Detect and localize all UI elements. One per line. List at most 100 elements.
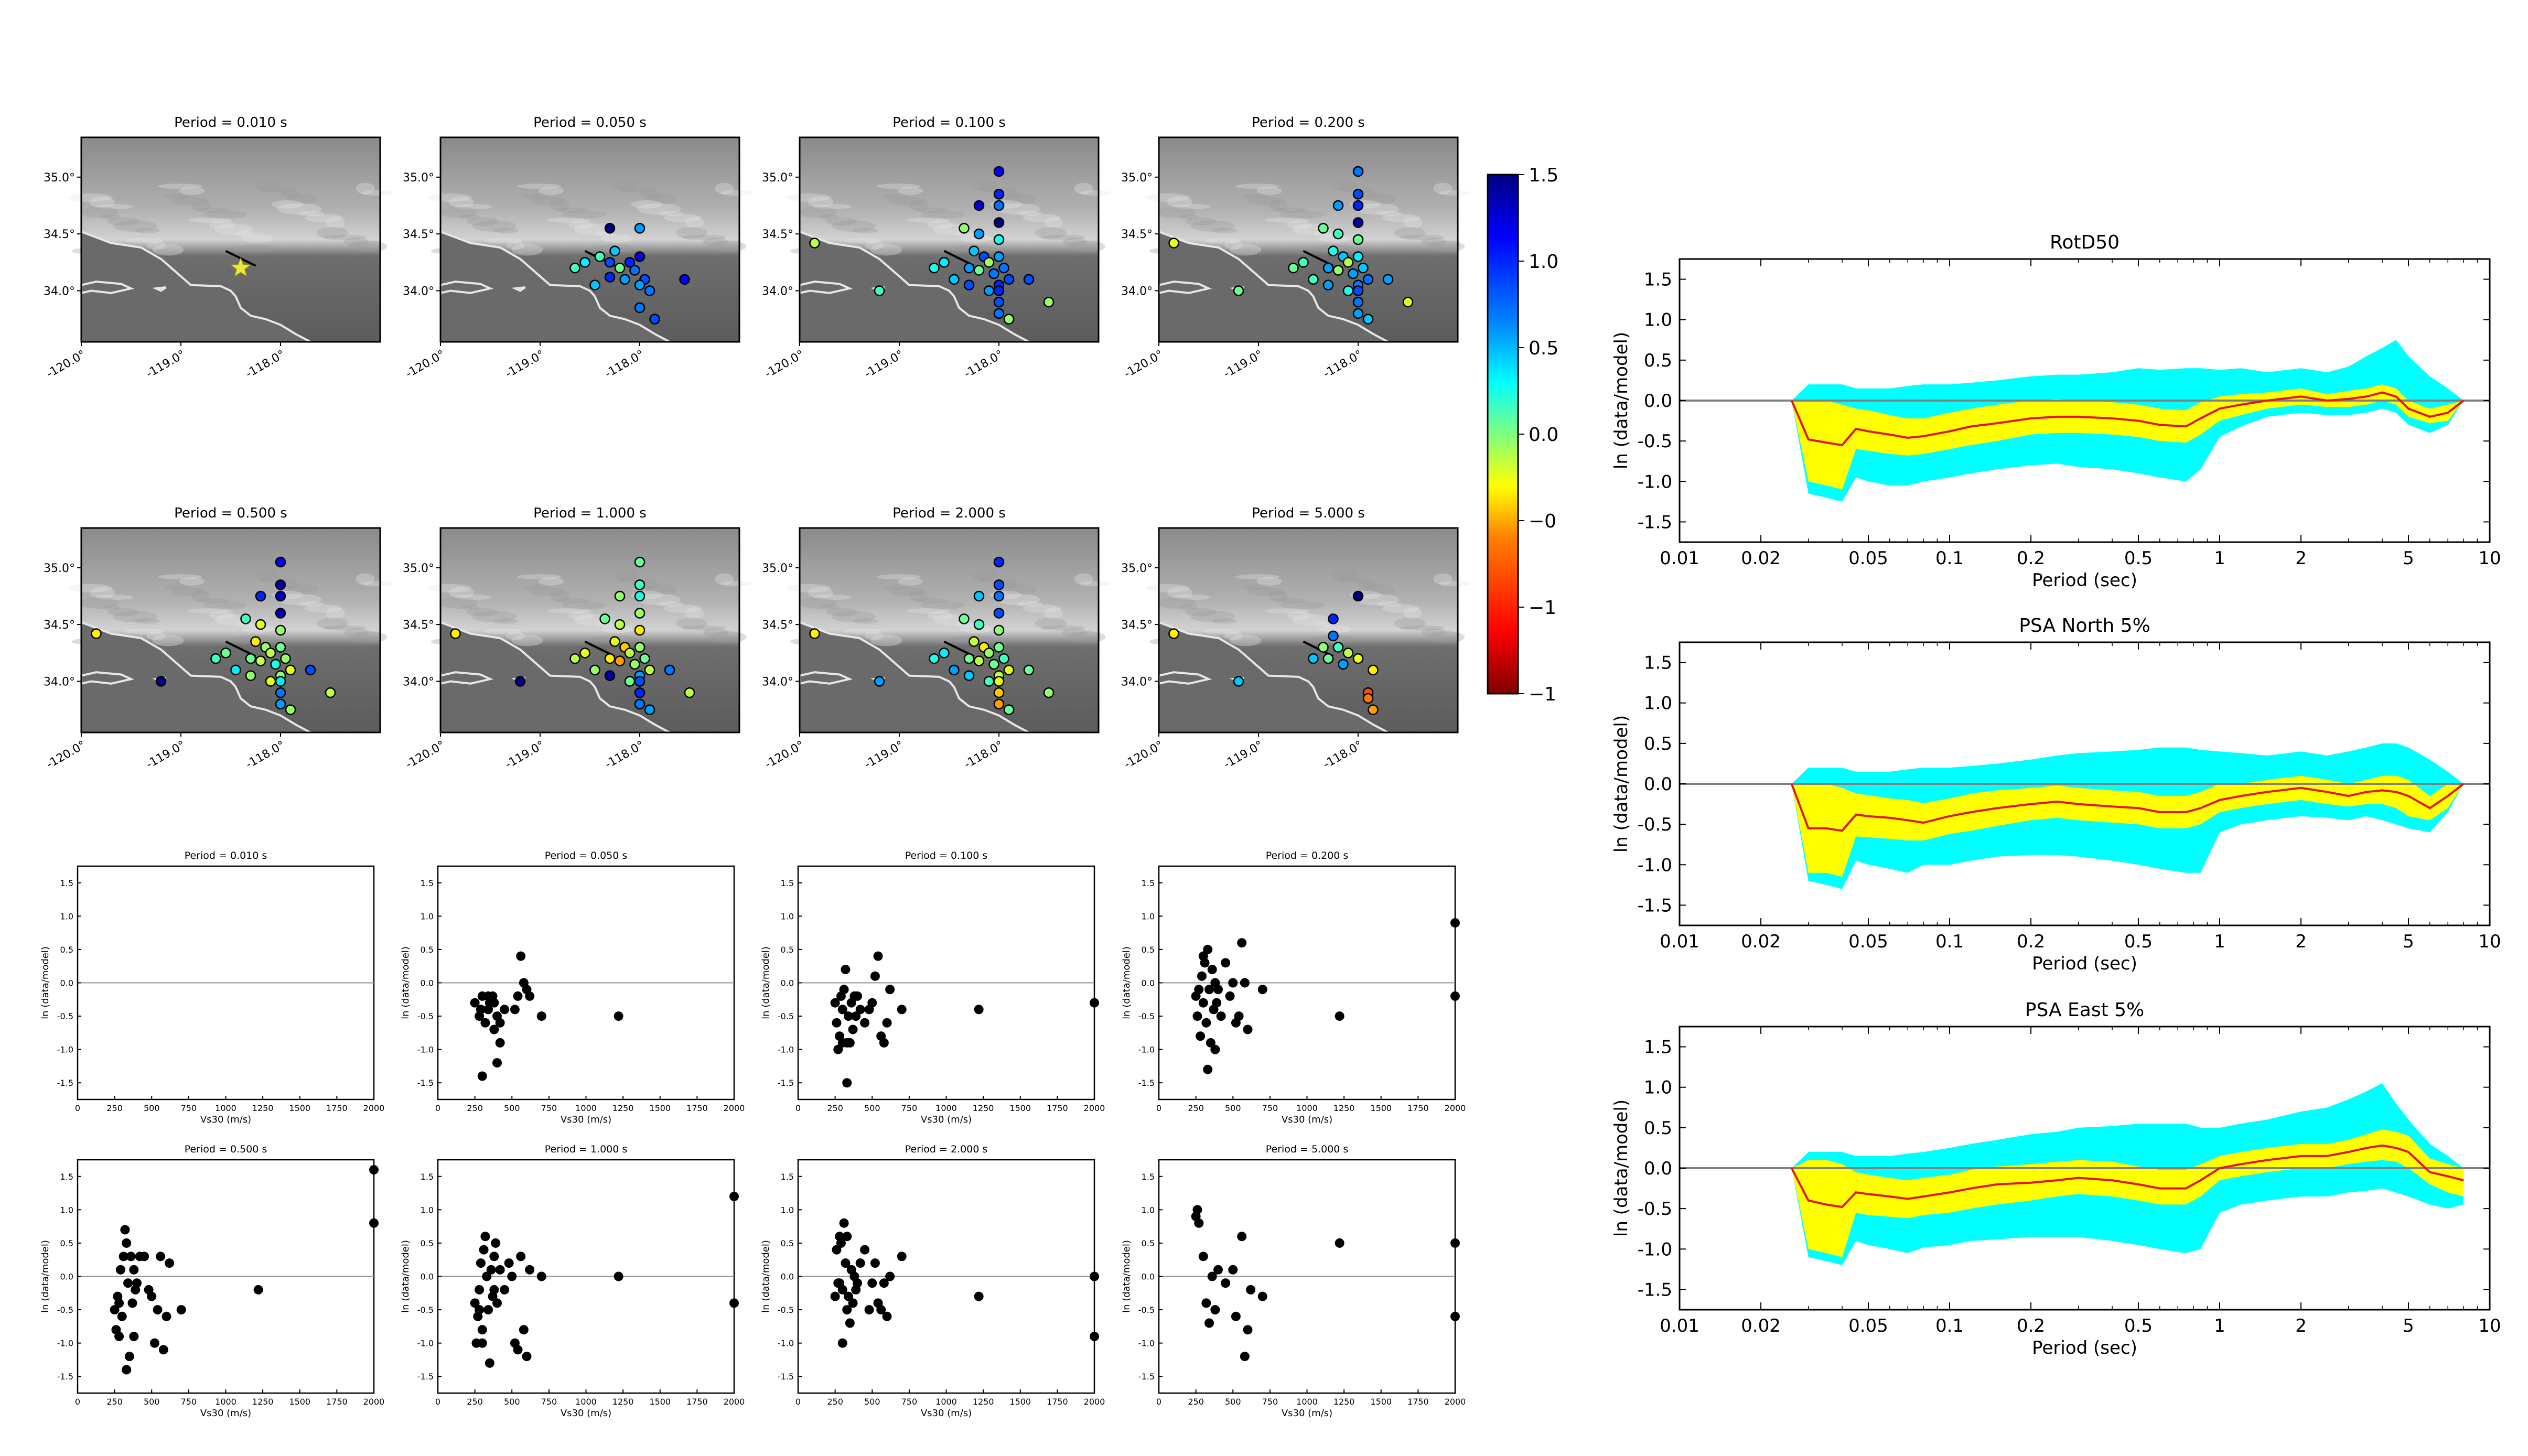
vs30-xtick-label: 500 — [1225, 1397, 1241, 1407]
map-ytick-label: 34.0° — [403, 676, 434, 689]
station-marker — [220, 648, 231, 659]
station-marker — [1352, 590, 1364, 602]
vs30-point — [123, 1278, 133, 1288]
vs30-point — [844, 1291, 854, 1301]
map-ytick-label: 34.0° — [44, 285, 75, 298]
vs30-point — [837, 1005, 847, 1015]
map-ridge — [547, 608, 591, 614]
vs30-point — [870, 971, 880, 981]
station-marker — [280, 653, 291, 664]
map-ridge — [843, 238, 881, 244]
map-ridge — [1265, 218, 1310, 223]
spectrum-xtick-label: 5 — [2403, 548, 2414, 569]
map-xtick-label: -120.0° — [1122, 348, 1166, 381]
map-ridge — [1400, 234, 1444, 240]
map-ridge — [1421, 628, 1447, 637]
station-marker — [579, 648, 590, 659]
map-ridge — [1040, 625, 1085, 631]
map-panel: Period = 0.050 s 35.0° 34.5° 34.0° -120.0° -1… — [403, 115, 752, 381]
map-ridge — [202, 601, 247, 610]
vs30-xtick-label: 2000 — [724, 1397, 745, 1407]
map-ridge — [1319, 624, 1351, 633]
ocean-area — [800, 231, 1099, 342]
vs30-xtick-label: 250 — [827, 1397, 843, 1407]
vs30-ytick-label: -1.0 — [57, 1339, 73, 1349]
map-ridge — [663, 604, 702, 613]
station-marker — [91, 628, 102, 639]
station-marker — [988, 659, 999, 670]
station-marker — [589, 279, 600, 290]
station-marker — [1328, 613, 1339, 624]
vs30-point — [841, 965, 851, 975]
map-ridge — [326, 217, 345, 229]
ocean-area — [1159, 231, 1458, 342]
vs30-xtick-label: 1500 — [1370, 1103, 1392, 1113]
map-ridge — [883, 584, 908, 590]
map-frame — [80, 527, 381, 734]
map-ridge — [551, 590, 569, 602]
spectrum-xtick-label: 0.01 — [1660, 931, 1699, 952]
map-ridge — [870, 244, 902, 256]
map-ridge — [562, 210, 606, 219]
station-marker — [1322, 653, 1334, 664]
vs30-ytick-label: -1.5 — [57, 1078, 73, 1088]
vs30-point — [848, 1024, 858, 1034]
vs30-point — [848, 1298, 858, 1308]
vs30-point — [536, 1011, 546, 1021]
map-ridge — [1265, 608, 1310, 614]
map-ytick-label: 34.0° — [403, 285, 434, 298]
vs30-xtick-label: 1000 — [215, 1103, 236, 1113]
vs30-point — [536, 1271, 546, 1281]
vs30-point — [1234, 1011, 1244, 1021]
vs30-point — [149, 1338, 159, 1348]
map-ridge — [448, 587, 474, 599]
station-marker — [285, 704, 296, 715]
coastline — [81, 621, 311, 734]
vs30-point — [845, 1038, 855, 1048]
vs30-point — [832, 1018, 842, 1028]
vs30-point — [841, 1258, 851, 1268]
map-ridge — [825, 608, 857, 617]
map-ridge — [517, 184, 562, 189]
station-marker — [963, 653, 975, 664]
map-ridge — [1280, 210, 1325, 219]
vs30-xtick-label: 250 — [827, 1103, 843, 1113]
map-ridge — [787, 584, 831, 592]
map-ridge — [1403, 217, 1423, 229]
station-marker — [1168, 628, 1179, 639]
vs30-xtick-label: 750 — [541, 1103, 557, 1113]
map-ridge — [556, 207, 588, 213]
map-ridge — [954, 622, 974, 628]
vs30-ytick-label: 0.0 — [60, 978, 73, 988]
station-marker — [1233, 285, 1244, 296]
map-ridge — [472, 611, 517, 622]
map-ridge — [1005, 193, 1037, 204]
vs30-ytick-label: -1.5 — [1138, 1372, 1155, 1382]
colorbar-tick-label: 0.5 — [1529, 338, 1558, 359]
map-xtick-label: -120.0° — [404, 348, 447, 381]
map-ridge — [888, 197, 927, 206]
vs30-ytick-label: 1.5 — [1142, 1172, 1155, 1182]
station-marker — [973, 590, 985, 602]
coastline — [799, 230, 1029, 343]
map-ridge — [715, 182, 734, 195]
spectrum-xtick-label: 1 — [2214, 1315, 2225, 1336]
station-marker — [1352, 217, 1364, 228]
station-marker — [983, 257, 995, 268]
vs30-point — [1204, 1318, 1214, 1328]
map-title: Period = 5.000 s — [1252, 505, 1365, 521]
spectrum-xtick-label: 0.1 — [1935, 1315, 1964, 1336]
vs30-ytick-label: 0.5 — [60, 1238, 73, 1248]
vs30-point — [1203, 1064, 1213, 1074]
map-ridge — [505, 631, 525, 640]
station-marker — [1342, 648, 1354, 659]
map-ridge — [703, 628, 728, 637]
map-ridge — [1319, 234, 1351, 243]
station-marker — [993, 166, 1005, 177]
map-ridge — [1394, 618, 1426, 629]
vs30-point — [1212, 998, 1222, 1008]
vs30-ytick-label: 1.5 — [421, 1172, 434, 1182]
map-ridge — [1256, 186, 1282, 195]
map-ridge — [197, 598, 229, 603]
